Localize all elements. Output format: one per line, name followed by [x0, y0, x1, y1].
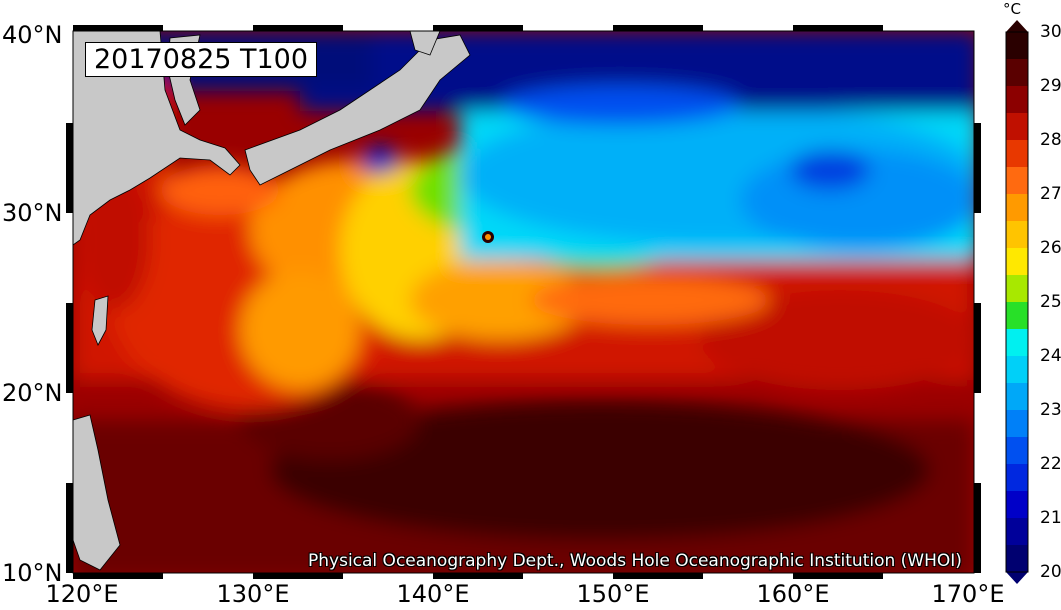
colorbar-swatch	[1006, 410, 1028, 438]
colorbar-tick-label: 22	[1040, 454, 1061, 474]
lon-tick-label: 130°E	[216, 580, 290, 608]
credit-text: Physical Oceanography Dept., Woods Hole …	[308, 551, 962, 571]
colorbar	[1005, 20, 1029, 584]
colorbar-tick-label: 21	[1040, 508, 1061, 528]
colorbar-swatch	[1006, 59, 1028, 87]
colorbar-swatch	[1006, 275, 1028, 303]
lat-tick-label: 10°N	[2, 559, 63, 587]
colorbar-top-arrow	[1006, 20, 1028, 32]
colorbar-bottom-arrow	[1006, 572, 1028, 584]
map-frame	[66, 25, 981, 579]
colorbar-tick-label: 23	[1040, 400, 1061, 420]
colorbar-swatch	[1006, 383, 1028, 411]
lon-tick-label: 170°E	[931, 580, 1005, 608]
colorbar-swatch	[1006, 356, 1028, 384]
colorbar-tick-label: 28	[1040, 130, 1061, 150]
colorbar-swatch	[1006, 221, 1028, 249]
colorbar-tick-label: 24	[1040, 346, 1061, 366]
colorbar-swatch	[1006, 302, 1028, 330]
colorbar-swatch	[1006, 437, 1028, 465]
colorbar-swatch	[1006, 329, 1028, 357]
colorbar-swatch	[1006, 113, 1028, 141]
sea-surface-temperature-field	[73, 31, 974, 573]
colorbar-swatch	[1006, 464, 1028, 492]
lat-tick-label: 20°N	[2, 379, 63, 407]
colorbar-tick-label: 25	[1040, 292, 1061, 312]
colorbar-swatch	[1006, 518, 1028, 546]
colorbar-tick-label: 27	[1040, 184, 1061, 204]
lon-tick-label: 160°E	[756, 580, 830, 608]
lon-tick-label: 120°E	[45, 580, 119, 608]
colorbar-swatch	[1006, 545, 1028, 573]
colorbar-swatch	[1006, 140, 1028, 168]
colorbar-swatch	[1006, 167, 1028, 195]
colorbar-swatch	[1006, 491, 1028, 519]
colorbar-swatch	[1006, 32, 1028, 60]
colorbar-tick-label: 30	[1040, 22, 1061, 42]
colorbar-unit: °C	[1003, 0, 1021, 18]
colorbar-swatch	[1006, 194, 1028, 222]
colorbar-tick-label: 29	[1040, 76, 1061, 96]
colorbar-tick-label: 20	[1040, 562, 1061, 582]
colorbar-tick-label: 26	[1040, 238, 1061, 258]
lat-tick-label: 40°N	[2, 21, 63, 49]
colorbar-swatch	[1006, 248, 1028, 276]
map-title: 20170825 T100	[85, 42, 318, 77]
colorbar-swatch	[1006, 86, 1028, 114]
lat-tick-label: 30°N	[2, 199, 63, 227]
lon-tick-label: 140°E	[396, 580, 470, 608]
lon-tick-label: 150°E	[576, 580, 650, 608]
